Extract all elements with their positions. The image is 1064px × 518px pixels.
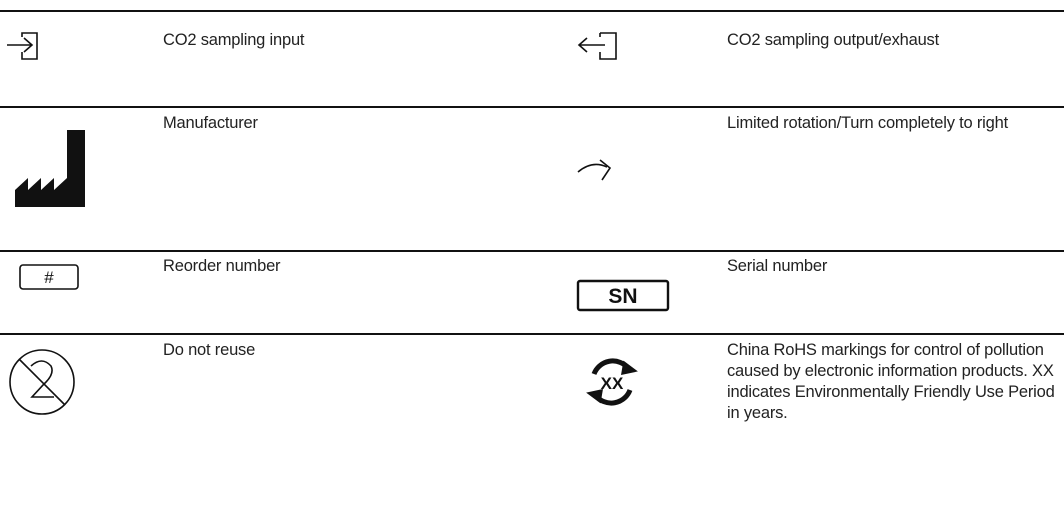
description: China RoHS markings for control of pollu… bbox=[727, 341, 1055, 422]
input-icon bbox=[7, 32, 38, 60]
description: Reorder number bbox=[163, 257, 281, 275]
output-icon bbox=[577, 32, 617, 60]
serial-icon: SN bbox=[576, 279, 670, 312]
description: Serial number bbox=[727, 257, 828, 275]
row-rule bbox=[0, 106, 1064, 108]
symbol-text: XX bbox=[601, 374, 624, 393]
manufacturer-icon bbox=[15, 130, 85, 207]
description: Manufacturer bbox=[163, 114, 258, 132]
no-reuse-icon bbox=[9, 349, 75, 415]
rotation-icon bbox=[577, 159, 612, 181]
description: Do not reuse bbox=[163, 341, 256, 359]
symbol-text: # bbox=[44, 268, 54, 287]
row-rule bbox=[0, 10, 1064, 12]
description: Limited rotation/Turn completely to righ… bbox=[727, 114, 1008, 132]
row-rule bbox=[0, 250, 1064, 252]
reorder-icon: # bbox=[19, 264, 79, 290]
symbol-text: SN bbox=[608, 285, 637, 308]
description: CO2 sampling input bbox=[163, 31, 305, 49]
row-rule bbox=[0, 333, 1064, 335]
rohs-icon: XX bbox=[586, 358, 638, 406]
description: CO2 sampling output/exhaust bbox=[727, 31, 939, 49]
